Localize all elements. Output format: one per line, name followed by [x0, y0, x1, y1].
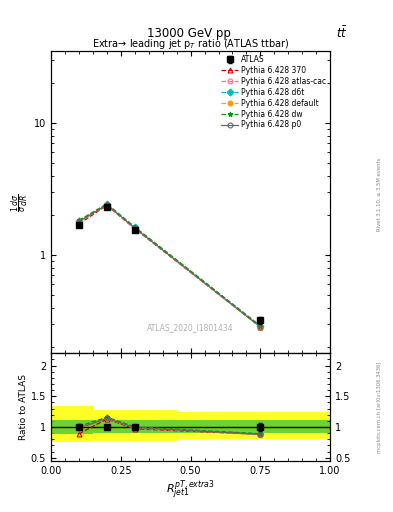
Text: 13000 GeV pp: 13000 GeV pp [147, 27, 231, 40]
Pythia 6.428 atlas-cac [105, 202, 109, 208]
Line: Pythia 6.428 p0: Pythia 6.428 p0 [77, 202, 263, 329]
Pythia 6.428 atlas-cac [258, 324, 263, 330]
Pythia 6.428 default [258, 324, 263, 330]
Pythia 6.428 default [132, 225, 137, 231]
Pythia 6.428 p0 [258, 324, 263, 330]
Text: mcplots.cern.ch [arXiv:1306.3436]: mcplots.cern.ch [arXiv:1306.3436] [377, 361, 382, 453]
Pythia 6.428 dw [105, 201, 109, 207]
Pythia 6.428 dw [258, 323, 263, 329]
Pythia 6.428 p0 [132, 225, 137, 231]
Text: $t\bar{t}$: $t\bar{t}$ [336, 26, 348, 41]
Pythia 6.428 atlas-cac [77, 219, 81, 225]
Pythia 6.428 d6t [258, 323, 263, 329]
Title: Extra→ leading jet p$_T$ ratio (ATLAS ttbar): Extra→ leading jet p$_T$ ratio (ATLAS tt… [92, 37, 290, 51]
Pythia 6.428 370 [105, 202, 109, 208]
Pythia 6.428 370 [77, 221, 81, 227]
Pythia 6.428 dw [132, 224, 137, 230]
Pythia 6.428 p0 [105, 202, 109, 208]
Pythia 6.428 370 [258, 324, 263, 330]
Pythia 6.428 dw [77, 217, 81, 223]
Text: ATLAS_2020_I1801434: ATLAS_2020_I1801434 [147, 323, 234, 332]
Pythia 6.428 d6t [77, 218, 81, 224]
X-axis label: $R_{jet1}^{pT,extra3}$: $R_{jet1}^{pT,extra3}$ [166, 478, 215, 502]
Pythia 6.428 d6t [132, 224, 137, 230]
Pythia 6.428 default [105, 202, 109, 208]
Pythia 6.428 d6t [105, 201, 109, 207]
Y-axis label: $\frac{1}{\sigma}\frac{d\sigma}{dR}$: $\frac{1}{\sigma}\frac{d\sigma}{dR}$ [10, 193, 31, 211]
Pythia 6.428 default [77, 218, 81, 224]
Legend: ATLAS, Pythia 6.428 370, Pythia 6.428 atlas-cac, Pythia 6.428 d6t, Pythia 6.428 : ATLAS, Pythia 6.428 370, Pythia 6.428 at… [220, 53, 328, 131]
Text: Rivet 3.1.10, ≥ 3.5M events: Rivet 3.1.10, ≥ 3.5M events [377, 158, 382, 231]
Line: Pythia 6.428 dw: Pythia 6.428 dw [77, 201, 263, 328]
Pythia 6.428 atlas-cac [132, 225, 137, 231]
Pythia 6.428 370 [132, 226, 137, 232]
Pythia 6.428 p0 [77, 219, 81, 225]
Line: Pythia 6.428 atlas-cac: Pythia 6.428 atlas-cac [77, 202, 263, 329]
Line: Pythia 6.428 d6t: Pythia 6.428 d6t [77, 202, 263, 328]
Line: Pythia 6.428 default: Pythia 6.428 default [77, 202, 263, 329]
Line: Pythia 6.428 370: Pythia 6.428 370 [77, 203, 263, 329]
Y-axis label: Ratio to ATLAS: Ratio to ATLAS [19, 374, 28, 440]
